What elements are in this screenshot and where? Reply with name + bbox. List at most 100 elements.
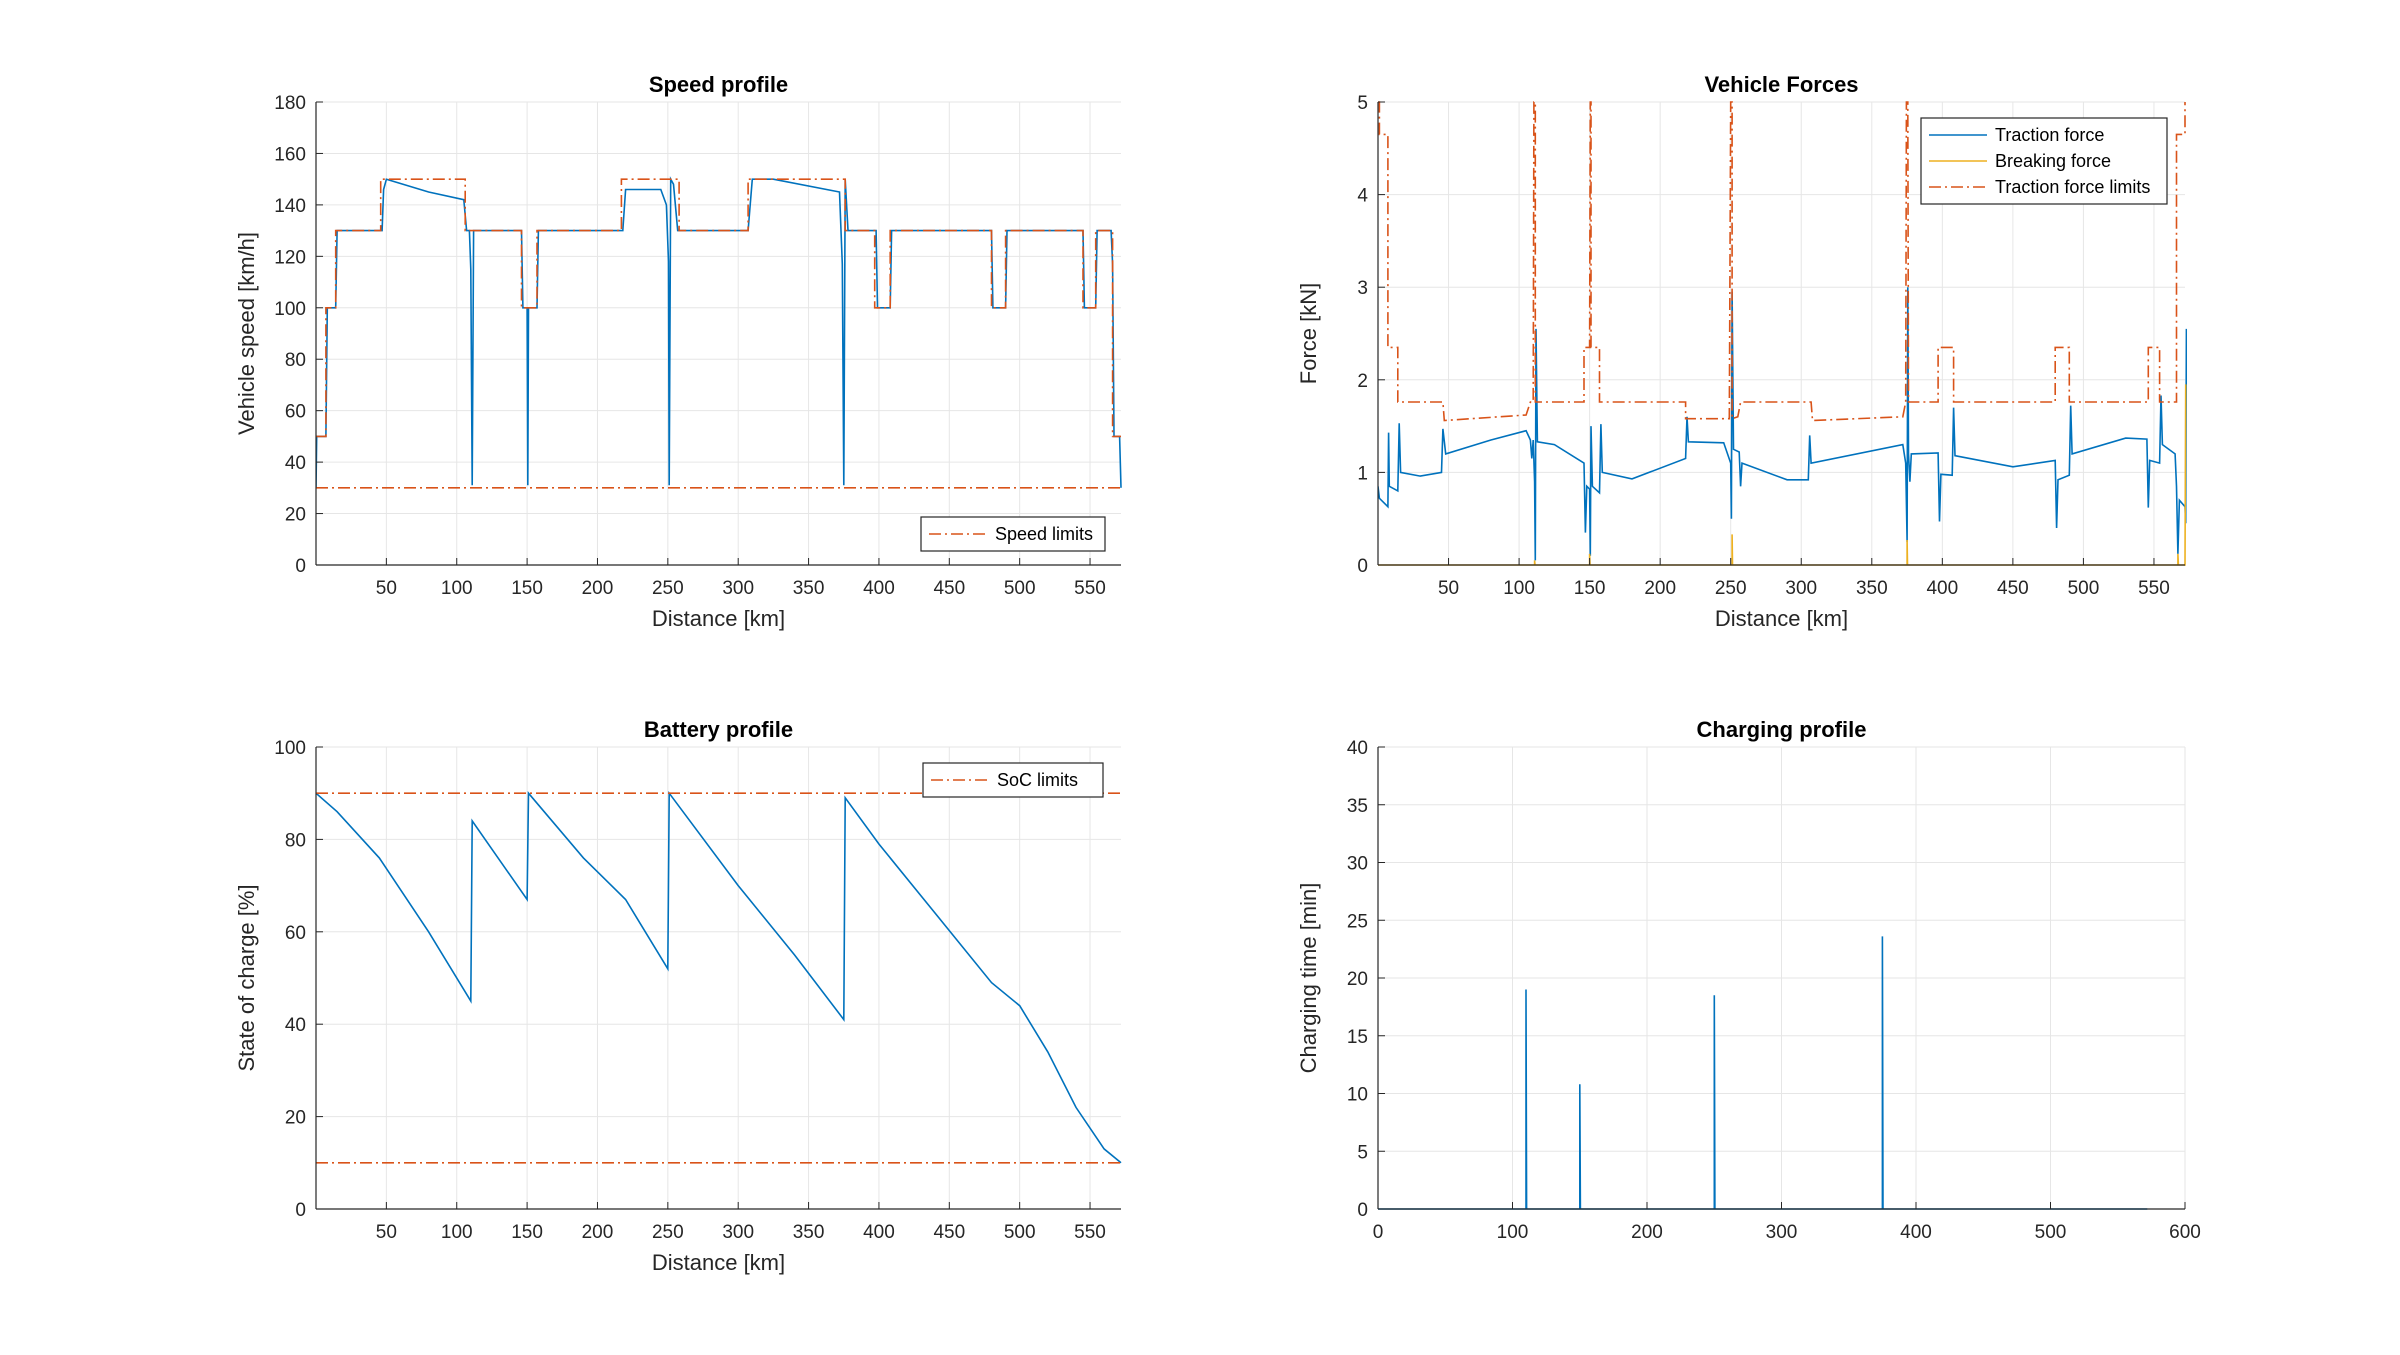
- x-tick-label: 300: [722, 1222, 754, 1243]
- legend-entry: Traction force: [1995, 125, 2104, 145]
- x-tick-label: 100: [441, 1222, 473, 1243]
- y-tick-label: 140: [274, 196, 306, 217]
- legend: Traction force Breaking force Traction for…: [1920, 117, 2168, 205]
- y-tick-label: 40: [285, 453, 306, 474]
- x-tick-label: 250: [1715, 578, 1747, 599]
- chart-1: 50 100 150 200 250 300 350 400 450 500 550 0 1 2 3 4 5 Ve…: [1296, 72, 2187, 631]
- x-tick-label: 50: [376, 1222, 397, 1243]
- legend-entry: Traction force limits: [1995, 177, 2150, 197]
- series-traction-force-limits: [1378, 101, 2186, 422]
- chart-2: 50 100 150 200 250 300 350 400 450 500 550 0 20 40 60 8…: [234, 717, 1122, 1275]
- x-tick-label: 450: [933, 578, 965, 599]
- x-tick-label: 350: [793, 578, 825, 599]
- x-tick-label: 500: [2035, 1222, 2067, 1243]
- y-tick-label: 180: [274, 93, 306, 114]
- y-tick-label: 0: [1357, 556, 1368, 577]
- legend-entry: Breaking force: [1995, 151, 2111, 171]
- y-tick-label: 15: [1347, 1027, 1368, 1048]
- y-axis-label: Force [kN]: [1296, 283, 1321, 384]
- legend: Speed limits: [920, 516, 1106, 552]
- x-tick-label: 200: [582, 1222, 614, 1243]
- y-tick-label: 10: [1347, 1085, 1368, 1106]
- x-tick-label: 550: [2138, 578, 2170, 599]
- x-tick-label: 100: [1497, 1222, 1529, 1243]
- legend-entry: SoC limits: [997, 770, 1078, 790]
- y-tick-label: 80: [285, 830, 306, 851]
- x-tick-label: 0: [1373, 1222, 1384, 1243]
- y-tick-label: 0: [295, 1200, 306, 1221]
- x-axis-label: Distance [km]: [652, 1250, 785, 1275]
- x-tick-label: 450: [1997, 578, 2029, 599]
- y-tick-label: 160: [274, 144, 306, 165]
- x-axis-label: Distance [km]: [652, 606, 785, 631]
- y-tick-label: 3: [1357, 278, 1368, 299]
- y-tick-label: 4: [1357, 186, 1368, 207]
- x-tick-label: 200: [1644, 578, 1676, 599]
- y-tick-label: 100: [274, 299, 306, 320]
- y-tick-label: 20: [1347, 969, 1368, 990]
- chart-0: 50 100 150 200 250 300 350 400 450 500 550 0 20 40 60 8…: [234, 72, 1122, 631]
- x-tick-label: 100: [441, 578, 473, 599]
- y-tick-label: 20: [285, 505, 306, 526]
- y-tick-label: 40: [285, 1015, 306, 1036]
- y-axis-label: State of charge [%]: [234, 884, 259, 1071]
- x-tick-label: 500: [2068, 578, 2100, 599]
- x-tick-label: 200: [582, 578, 614, 599]
- x-axis-label: Distance [km]: [1715, 606, 1848, 631]
- chart-title: Speed profile: [649, 72, 788, 97]
- x-tick-label: 150: [511, 578, 543, 599]
- series-breaking-force: [1378, 384, 2187, 566]
- y-tick-label: 60: [285, 923, 306, 944]
- chart-title: Vehicle Forces: [1704, 72, 1858, 97]
- x-tick-label: 400: [863, 578, 895, 599]
- series-speed-limits: [316, 178, 1121, 438]
- x-tick-label: 350: [793, 1222, 825, 1243]
- x-tick-label: 550: [1074, 1222, 1106, 1243]
- chart-title: Charging profile: [1697, 717, 1867, 742]
- series-traction-force: [1378, 287, 2187, 561]
- x-tick-label: 400: [1900, 1222, 1932, 1243]
- series-vehicle-speed: [316, 176, 1122, 488]
- series-state-of-charge: [316, 790, 1122, 1164]
- y-tick-label: 1: [1357, 463, 1368, 484]
- y-tick-label: 5: [1357, 1142, 1368, 1163]
- chart-title: Battery profile: [644, 717, 793, 742]
- legend: SoC limits: [922, 762, 1104, 798]
- x-tick-label: 500: [1004, 1222, 1036, 1243]
- y-tick-label: 5: [1357, 93, 1368, 114]
- x-tick-label: 350: [1856, 578, 1888, 599]
- x-tick-label: 500: [1004, 578, 1036, 599]
- y-tick-label: 0: [1357, 1200, 1368, 1221]
- y-axis-label: Vehicle speed [km/h]: [234, 232, 259, 435]
- x-tick-label: 400: [1926, 578, 1958, 599]
- y-tick-label: 120: [274, 247, 306, 268]
- x-tick-label: 300: [1785, 578, 1817, 599]
- x-tick-label: 300: [1766, 1222, 1798, 1243]
- legend-entry: Speed limits: [995, 524, 1093, 544]
- x-tick-label: 150: [511, 1222, 543, 1243]
- y-tick-label: 80: [285, 350, 306, 371]
- x-tick-label: 250: [652, 1222, 684, 1243]
- y-tick-label: 60: [285, 402, 306, 423]
- chart-3: 0 100 200 300 400 500 600 0 5 10 15 20 25 30 35 40 Charg…: [1296, 717, 2201, 1243]
- y-tick-label: 30: [1347, 854, 1368, 875]
- x-tick-label: 50: [1438, 578, 1459, 599]
- x-tick-label: 150: [1574, 578, 1606, 599]
- x-tick-label: 400: [863, 1222, 895, 1243]
- y-tick-label: 2: [1357, 371, 1368, 392]
- x-tick-label: 200: [1631, 1222, 1663, 1243]
- y-axis-label: Charging time [min]: [1296, 883, 1321, 1074]
- y-tick-label: 35: [1347, 796, 1368, 817]
- x-tick-label: 550: [1074, 578, 1106, 599]
- y-tick-label: 0: [295, 556, 306, 577]
- x-tick-label: 600: [2169, 1222, 2201, 1243]
- y-tick-label: 20: [285, 1108, 306, 1129]
- x-tick-label: 250: [652, 578, 684, 599]
- y-tick-label: 100: [274, 738, 306, 759]
- y-tick-label: 40: [1347, 738, 1368, 759]
- x-tick-label: 100: [1503, 578, 1535, 599]
- series-charging-time: [1378, 936, 2148, 1210]
- x-tick-label: 300: [722, 578, 754, 599]
- x-tick-label: 50: [376, 578, 397, 599]
